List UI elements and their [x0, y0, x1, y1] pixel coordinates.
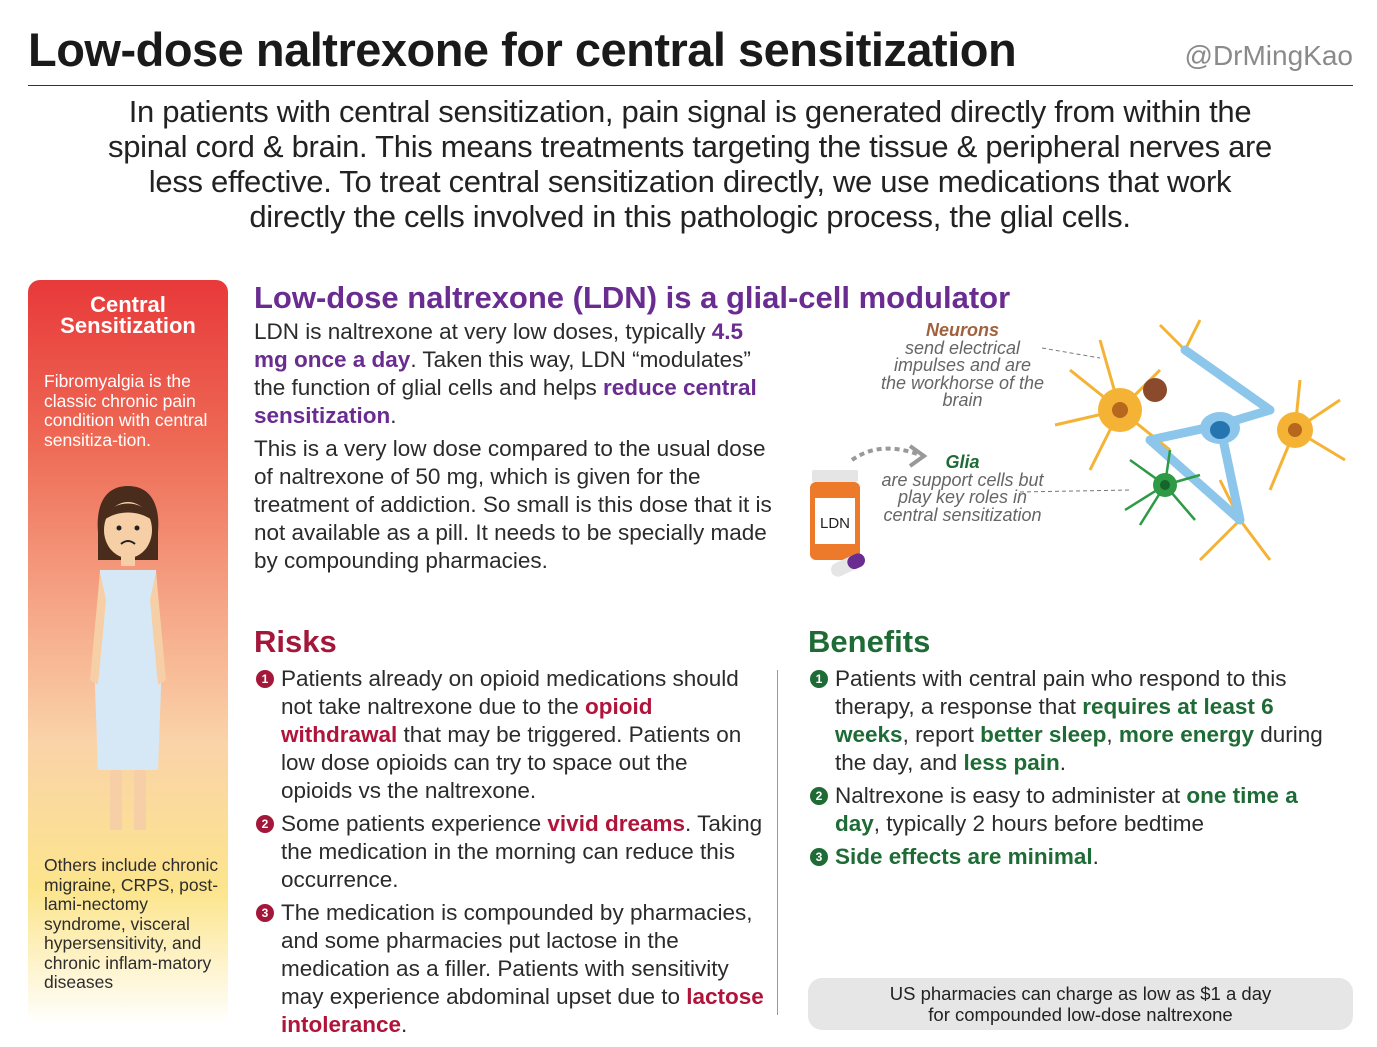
- ldn-paragraph-1: LDN is naltrexone at very low doses, typ…: [254, 318, 774, 430]
- ldn-heading: Low-dose naltrexone (LDN) is a glial-cel…: [254, 280, 1011, 315]
- intro-line: directly the cells involved in this path…: [249, 199, 1131, 234]
- glia-icon: [1124, 449, 1201, 526]
- sidebar-title: Central Sensitization: [28, 292, 228, 338]
- emphasis-text: reduce central sensitization: [254, 375, 757, 428]
- emphasis-text: less pain: [963, 750, 1060, 775]
- emphasis-text: requires at least 6 weeks: [835, 694, 1274, 747]
- text-run: Patients already on opioid medications s…: [281, 666, 739, 719]
- benefits-heading: Benefits: [808, 624, 931, 659]
- emphasis-text: vivid dreams: [547, 811, 685, 836]
- intro-line: In patients with central sensitization, …: [128, 94, 1252, 129]
- emphasis-text: opioid withdrawal: [281, 694, 653, 747]
- number-badge-icon: 2: [256, 815, 274, 833]
- neuron-icon: [1054, 319, 1346, 562]
- list-item: 3 Side effects are minimal.: [808, 843, 1338, 871]
- text-run: .: [401, 1012, 408, 1037]
- text-run: ,: [1106, 722, 1119, 747]
- number-badge-icon: 2: [810, 787, 828, 805]
- list-item: 1 Patients with central pain who respond …: [808, 665, 1338, 777]
- emphasis-text: one time a day: [835, 783, 1298, 836]
- text-run: . Taken this way, LDN “modulates” the fu…: [254, 347, 751, 400]
- sidebar-title-line: Central: [90, 292, 166, 317]
- sidebar-title-line: Sensitization: [60, 313, 196, 338]
- glia-pointer-line: [1019, 489, 1131, 493]
- oligodendrocyte-icon: [1145, 345, 1275, 525]
- risks-list: 1 Patients already on opioid medications …: [254, 665, 764, 1044]
- column-divider: [777, 670, 778, 1015]
- number-badge-icon: 3: [256, 904, 274, 922]
- text-run: Naltrexone is easy to administer at: [835, 783, 1187, 808]
- text-run: that may be triggered. Patients on low d…: [281, 722, 742, 803]
- emphasis-text: Side effects are minimal: [835, 844, 1093, 869]
- neurons-title: Neurons: [925, 320, 999, 340]
- cost-note-line: US pharmacies can charge as low as $1 a …: [889, 983, 1272, 1004]
- text-run: .: [390, 403, 397, 428]
- sidebar-panel: Central Sensitization Fibromyalgia is th…: [28, 280, 228, 1025]
- text-run: , report: [902, 722, 981, 747]
- text-run: during the day, and: [835, 722, 1323, 775]
- text-run: The medication is compounded by pharmaci…: [281, 900, 753, 1009]
- benefits-list: 1 Patients with central pain who respond …: [808, 665, 1338, 876]
- glia-title: Glia: [945, 452, 980, 472]
- cell-illustration: LDN: [810, 319, 1346, 577]
- list-item: 2 Some patients experience vivid dreams. …: [254, 810, 764, 894]
- microglia-icon: [1143, 378, 1167, 402]
- emphasis-text: better sleep: [980, 722, 1107, 747]
- emphasis-text: more energy: [1118, 722, 1254, 747]
- pill-bottle-icon: [810, 470, 865, 577]
- text-run: Patients with central pain who respond t…: [835, 666, 1287, 719]
- arrow-icon: [850, 446, 921, 462]
- text-run: .: [1059, 750, 1066, 775]
- text-run: This is a very low dose compared to the …: [254, 436, 772, 573]
- text-run: Some patients experience: [281, 811, 548, 836]
- title-divider: [28, 85, 1353, 86]
- list-item: 1 Patients already on opioid medications …: [254, 665, 764, 805]
- neurons-text: send electrical impulses and are the wor…: [880, 337, 1045, 410]
- text-run: .: [1092, 844, 1099, 869]
- fibromyalgia-text: Fibromyalgia is the classic chronic pain…: [44, 371, 208, 450]
- number-badge-icon: 1: [810, 670, 828, 688]
- text-run: , typically 2 hours before bedtime: [873, 811, 1204, 836]
- list-item: 2 Naltrexone is easy to administer at one…: [808, 782, 1338, 838]
- patient-illustration: [90, 486, 166, 830]
- emphasis-text: 4.5 mg once a day: [254, 319, 743, 372]
- list-item: 3 The medication is compounded by pharmac…: [254, 899, 764, 1039]
- emphasis-text: lactose intolerance: [281, 984, 764, 1037]
- intro-line: spinal cord & brain. This means treatmen…: [108, 129, 1272, 164]
- intro-paragraph: In patients with central sensitization, …: [40, 94, 1340, 234]
- other-conditions-text: Others include chronic migraine, CRPS, p…: [44, 855, 219, 992]
- number-badge-icon: 3: [810, 848, 828, 866]
- cost-note: US pharmacies can charge as low as $1 a …: [808, 978, 1353, 1030]
- risks-heading: Risks: [254, 624, 337, 659]
- ldn-paragraph-2: This is a very low dose compared to the …: [254, 435, 774, 575]
- neurons-caption: Neurons send electrical impulses and are…: [880, 320, 1045, 410]
- author-handle: @DrMingKao: [1184, 40, 1353, 71]
- text-run: LDN is naltrexone at very low doses, typ…: [254, 319, 712, 344]
- glia-text: are support cells but play key roles in …: [881, 469, 1044, 525]
- number-badge-icon: 1: [256, 670, 274, 688]
- neuron-pointer-line: [1041, 347, 1101, 359]
- text-run: . Taking the medication in the morning c…: [281, 811, 763, 892]
- intro-line: less effective. To treat central sensiti…: [148, 164, 1232, 199]
- bottle-label: LDN: [820, 515, 850, 532]
- glia-caption: Glia are support cells but play key role…: [880, 452, 1045, 525]
- page-title: Low-dose naltrexone for central sensitiz…: [28, 23, 1017, 76]
- cost-note-line: for compounded low-dose naltrexone: [928, 1004, 1233, 1025]
